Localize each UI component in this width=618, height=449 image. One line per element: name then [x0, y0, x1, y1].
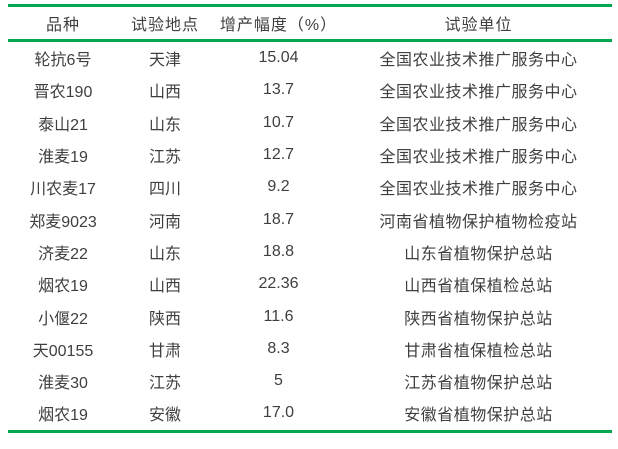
column-header-variety: 品种	[45, 17, 80, 34]
location-cell: 山东	[148, 116, 181, 134]
location-cell: 天津	[148, 52, 181, 70]
trial-results-table: 品种 试验地点 增产幅度（%） 试验单位 轮抗6号 天津 15.04 全国农业技术推广…	[8, 4, 612, 433]
table-row: 烟农19 安徽 17.0 安徽省植物保护总站	[8, 397, 612, 431]
unit-cell: 河南省植物保护植物检疫站	[379, 213, 578, 231]
unit-cell: 全国农业技术推广服务中心	[379, 149, 578, 167]
yield-increase-cell: 9.2	[267, 178, 290, 196]
header-row: 品种 试验地点 增产幅度（%） 试验单位	[8, 6, 612, 41]
column-header-yield-increase: 增产幅度（%）	[219, 17, 338, 34]
unit-cell: 全国农业技术推广服务中心	[379, 84, 578, 102]
unit-cell: 全国农业技术推广服务中心	[379, 52, 578, 70]
unit-cell: 山西省植保植检总站	[404, 278, 553, 296]
unit-cell: 安徽省植物保护总站	[404, 407, 553, 425]
variety-cell: 济麦22	[38, 245, 88, 263]
variety-cell: 小偃22	[38, 310, 88, 328]
variety-cell: 淮麦30	[38, 375, 88, 393]
variety-cell: 天00155	[32, 342, 94, 360]
variety-cell: 烟农19	[38, 278, 88, 296]
variety-cell: 淮麦19	[38, 149, 88, 167]
table-row: 泰山21 山东 10.7 全国农业技术推广服务中心	[8, 107, 612, 139]
unit-cell: 江苏省植物保护总站	[404, 375, 553, 393]
location-cell: 山西	[148, 278, 181, 296]
table-row: 小偃22 陕西 11.6 陕西省植物保护总站	[8, 300, 612, 332]
yield-increase-cell: 5	[274, 372, 283, 390]
column-header-unit: 试验单位	[444, 17, 513, 34]
yield-increase-cell: 22.36	[258, 275, 299, 293]
location-cell: 四川	[148, 181, 181, 199]
yield-increase-cell: 12.7	[262, 146, 295, 164]
location-cell: 江苏	[148, 375, 181, 393]
location-cell: 江苏	[148, 149, 181, 167]
unit-cell: 甘肃省植保植检总站	[404, 342, 553, 360]
table-row: 天00155 甘肃 8.3 甘肃省植保植检总站	[8, 333, 612, 365]
location-cell: 山西	[148, 84, 181, 102]
table-row: 轮抗6号 天津 15.04 全国农业技术推广服务中心	[8, 41, 612, 75]
yield-increase-cell: 10.7	[262, 113, 295, 131]
table-row: 晋农190 山西 13.7 全国农业技术推广服务中心	[8, 74, 612, 106]
location-cell: 安徽	[148, 407, 181, 425]
location-cell: 陕西	[148, 310, 181, 328]
variety-cell: 泰山21	[38, 116, 88, 134]
table-row: 淮麦19 江苏 12.7 全国农业技术推广服务中心	[8, 139, 612, 171]
location-cell: 河南	[148, 213, 181, 231]
table-row: 郑麦9023 河南 18.7 河南省植物保护植物检疫站	[8, 203, 612, 235]
table-row: 淮麦30 江苏 5 江苏省植物保护总站	[8, 365, 612, 397]
unit-cell: 陕西省植物保护总站	[404, 310, 553, 328]
location-cell: 山东	[148, 245, 181, 263]
yield-increase-cell: 17.0	[262, 404, 295, 422]
unit-cell: 全国农业技术推广服务中心	[379, 116, 578, 134]
yield-increase-cell: 8.3	[267, 339, 290, 357]
variety-cell: 轮抗6号	[34, 52, 92, 70]
unit-cell: 山东省植物保护总站	[404, 245, 553, 263]
table-header: 品种 试验地点 增产幅度（%） 试验单位	[8, 6, 612, 41]
location-cell: 甘肃	[148, 342, 181, 360]
variety-cell: 烟农19	[38, 407, 88, 425]
table-row: 烟农19 山西 22.36 山西省植保植检总站	[8, 268, 612, 300]
variety-cell: 郑麦9023	[29, 213, 97, 231]
yield-increase-cell: 13.7	[262, 81, 295, 99]
yield-increase-cell: 11.6	[263, 307, 294, 325]
variety-cell: 晋农190	[33, 84, 93, 102]
column-header-location: 试验地点	[130, 17, 199, 34]
variety-cell: 川农麦17	[30, 181, 96, 199]
yield-increase-cell: 18.8	[262, 242, 295, 260]
table-row: 济麦22 山东 18.8 山东省植物保护总站	[8, 236, 612, 268]
table-body: 轮抗6号 天津 15.04 全国农业技术推广服务中心 晋农190 山西 13.7 全国农业技术…	[8, 41, 612, 432]
yield-increase-cell: 18.7	[262, 210, 295, 228]
unit-cell: 全国农业技术推广服务中心	[379, 181, 578, 199]
table-row: 川农麦17 四川 9.2 全国农业技术推广服务中心	[8, 171, 612, 203]
yield-increase-cell: 15.04	[258, 49, 299, 67]
